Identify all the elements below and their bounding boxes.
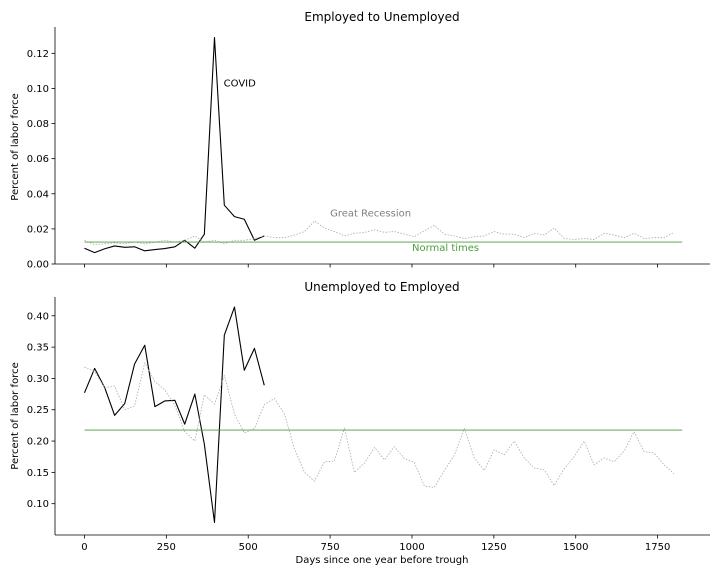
- y-tick-label: 0.04: [27, 189, 49, 200]
- y-tick-label: 0.25: [27, 405, 49, 416]
- axis-spines: [54, 27, 710, 265]
- y-tick-label: 0.10: [27, 499, 49, 510]
- tick-layer: 0.10 0.15 0.20 0.25 0.30 0.35 0.40 0 250 500 750 10…: [27, 311, 671, 553]
- y-tick-label: 0.30: [27, 374, 49, 385]
- x-tick-label: 1500: [563, 542, 588, 553]
- x-axis-label: Days since one year before trough: [296, 555, 469, 566]
- y-tick-label: 0.08: [27, 119, 49, 130]
- annotation-great-recession: Great Recession: [330, 209, 411, 220]
- annotation-normal-times: Normal times: [412, 243, 479, 254]
- x-tick-label: 1750: [645, 542, 670, 553]
- x-tick-label: 500: [239, 542, 258, 553]
- y-tick-label: 0.00: [27, 260, 49, 271]
- tick-layer: 0.00 0.02 0.04 0.06 0.08 0.10 0.12: [27, 49, 658, 271]
- y-tick-label: 0.06: [27, 154, 49, 165]
- panel-title: Unemployed to Employed: [304, 280, 459, 294]
- panel-unemployed-to-employed: Unemployed to Employed Percent of labor …: [10, 280, 710, 566]
- y-axis-label: Percent of labor force: [10, 362, 21, 469]
- y-tick-label: 0.10: [27, 84, 49, 95]
- y-tick-label: 0.40: [27, 311, 49, 322]
- annotation-layer: COVID Great Recession Normal times: [224, 79, 479, 254]
- series-layer: [83, 306, 683, 524]
- annotation-covid: COVID: [224, 79, 256, 90]
- series-line-covid: [83, 306, 265, 524]
- x-tick-label: 1250: [481, 542, 506, 553]
- series-line-great-recession: [84, 220, 675, 246]
- axis-spines: [54, 297, 710, 536]
- panel-employed-to-unemployed: Employed to Unemployed Percent of labor …: [10, 10, 710, 271]
- series-line-covid: [84, 36, 265, 254]
- series-line-great-recession: [84, 362, 675, 488]
- y-tick-label: 0.15: [27, 468, 49, 479]
- x-tick-label: 250: [157, 542, 176, 553]
- series-layer: [84, 36, 683, 254]
- y-axis-label: Percent of labor force: [10, 93, 21, 200]
- y-tick-label: 0.12: [27, 49, 49, 60]
- panel-title: Employed to Unemployed: [304, 10, 459, 24]
- x-tick-label: 0: [81, 542, 87, 553]
- x-tick-label: 750: [321, 542, 340, 553]
- y-tick-label: 0.02: [27, 224, 49, 235]
- x-tick-label: 1000: [399, 542, 424, 553]
- y-tick-label: 0.20: [27, 437, 49, 448]
- y-tick-label: 0.35: [27, 343, 49, 354]
